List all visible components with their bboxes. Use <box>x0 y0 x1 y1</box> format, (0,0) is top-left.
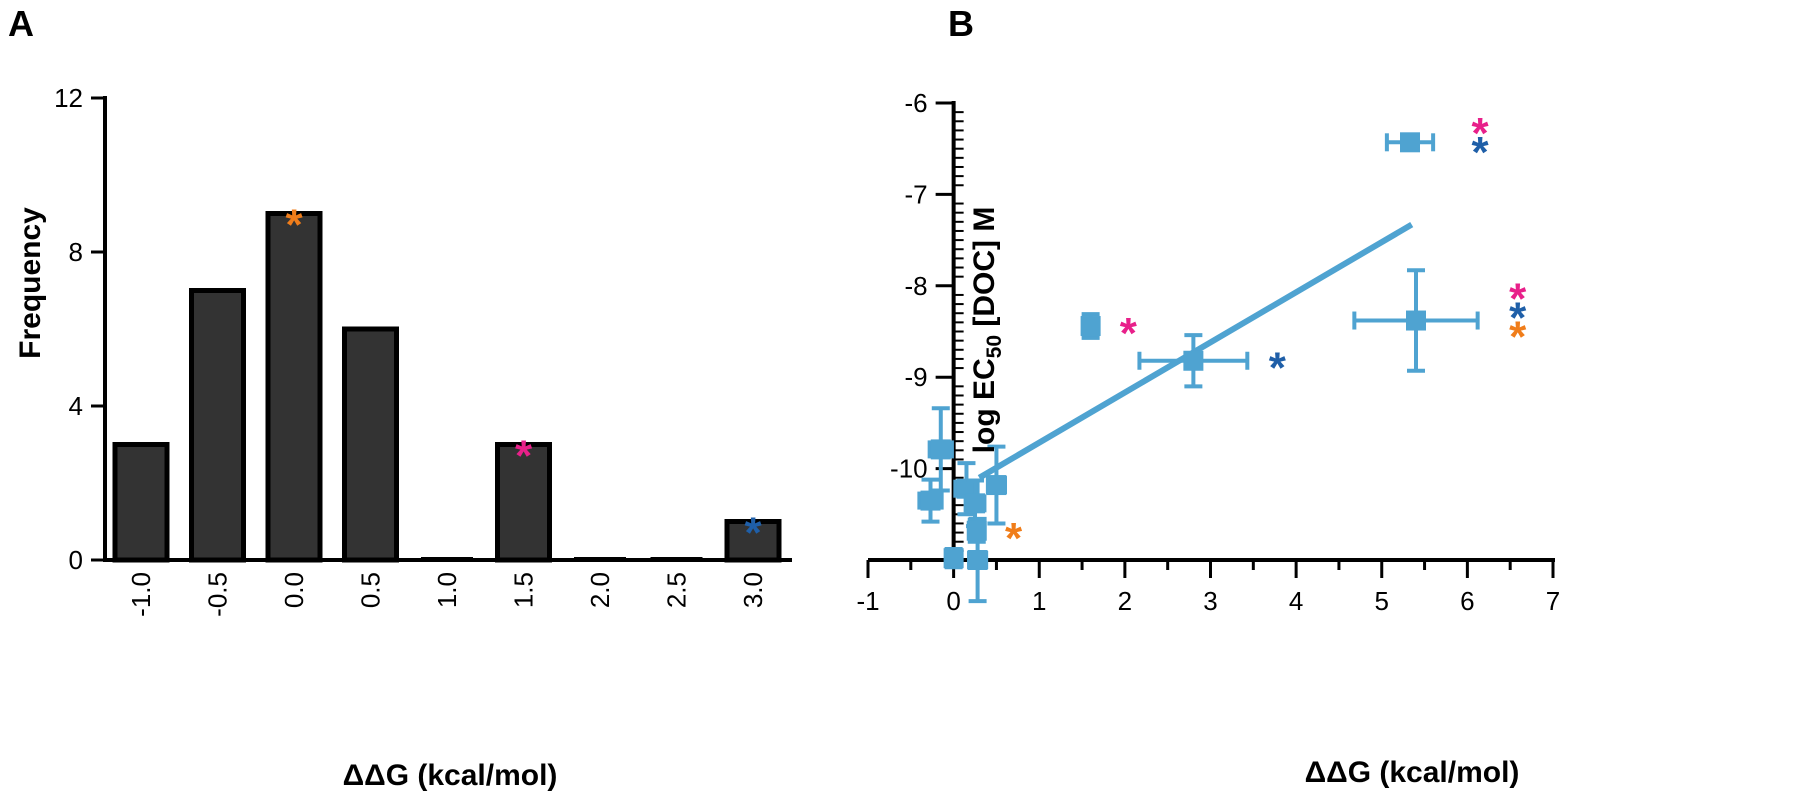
x-tick-label: -1.0 <box>126 572 156 617</box>
significance-star: * <box>744 509 762 558</box>
data-point-group: *** <box>1352 268 1527 373</box>
data-point-group: * <box>1080 309 1138 358</box>
data-point-marker <box>986 475 1007 496</box>
y-axis-title-rest: [DOC] M <box>968 207 1001 335</box>
data-point-group: ** <box>1384 109 1489 177</box>
x-tick-label: 0 <box>946 586 960 616</box>
y-tick-label: 8 <box>69 237 83 267</box>
x-tick-label: 0.0 <box>279 572 309 608</box>
y-tick-label: 0 <box>69 545 83 575</box>
data-point-marker <box>1406 310 1426 331</box>
bar <box>189 288 246 563</box>
data-point-marker <box>1183 350 1204 371</box>
data-point-marker <box>1400 132 1421 153</box>
x-tick-label: 2.5 <box>662 572 692 608</box>
y-axis-title-main: log EC <box>968 358 1001 453</box>
x-tick-label: 3 <box>1203 586 1217 616</box>
x-tick-labels: -1.0 -0.5 0.0 0.5 1.0 1.5 2.0 2.5 3.0 <box>126 572 768 617</box>
significance-star: * <box>1269 344 1287 393</box>
bar <box>112 442 170 563</box>
bar-group <box>112 211 782 563</box>
significance-stars: * * * <box>285 201 762 558</box>
significance-star: * <box>1509 275 1527 324</box>
y-tick-label: 4 <box>69 391 83 421</box>
panel-b-y-axis-title: log EC50 [DOC] M <box>968 207 1006 454</box>
y-tick-label: -9 <box>905 362 928 392</box>
y-tick-label: 12 <box>54 83 83 113</box>
x-tick-label: 1 <box>1032 586 1046 616</box>
panel-a-x-axis-title: ΔΔG (kcal/mol) <box>343 759 558 792</box>
y-tick-labels: -6 -7 -8 -9 -10 <box>890 88 928 484</box>
x-tick-label: 5 <box>1375 586 1389 616</box>
x-tick-label: 7 <box>1546 586 1560 616</box>
panel-b-x-axis-title: ΔΔG (kcal/mol) <box>1305 756 1520 789</box>
x-tick-label: 2 <box>1118 586 1132 616</box>
data-point-marker <box>943 548 964 569</box>
y-axis-title-subscript: 50 <box>983 335 1006 358</box>
significance-star: * <box>1471 109 1489 158</box>
y-tick-labels: 0 4 8 12 <box>54 83 83 575</box>
data-point-marker <box>930 439 951 460</box>
significance-star: * <box>1471 128 1489 177</box>
significance-star: * <box>1509 313 1527 362</box>
data-point-group <box>927 406 954 493</box>
x-tick-label: 4 <box>1289 586 1303 616</box>
significance-star: * <box>1120 309 1138 358</box>
x-tick-label: -1 <box>856 586 879 616</box>
x-tick-label: 0.5 <box>356 572 386 608</box>
x-tick-labels: -1 0 1 2 3 4 5 6 7 <box>856 586 1560 616</box>
y-tick-label: -7 <box>905 179 928 209</box>
panel-a-label: A <box>8 3 34 44</box>
x-tick-label: 1.5 <box>509 572 539 608</box>
y-tick-label: -10 <box>890 454 928 484</box>
panel-b-axes <box>866 101 1555 578</box>
panel-b: B -1 0 1 2 3 4 5 6 7 -6-7-8-9-10 ******** ΔΔG (k… <box>856 3 1560 789</box>
significance-star: * <box>515 432 533 481</box>
significance-star: * <box>1509 294 1527 343</box>
panel-b-label: B <box>948 3 974 44</box>
x-tick-label: -0.5 <box>203 572 233 617</box>
data-point-group <box>943 547 964 570</box>
y-tick-label: -6 <box>905 88 928 118</box>
data-point-group <box>967 516 989 604</box>
significance-star: * <box>285 201 303 250</box>
x-tick-label: 6 <box>1460 586 1474 616</box>
data-point-group <box>985 444 1007 526</box>
y-tick-label: -8 <box>905 271 928 301</box>
data-point-group <box>917 477 944 524</box>
x-tick-label: 3.0 <box>738 572 768 608</box>
significance-star: * <box>1005 514 1023 563</box>
bar <box>342 326 399 563</box>
panel-a-y-axis-title: Frequency <box>14 207 47 359</box>
bar <box>265 211 323 563</box>
data-point-marker <box>1080 316 1101 337</box>
data-point-group: * <box>1137 333 1287 393</box>
data-point-marker <box>965 493 986 514</box>
data-point-marker <box>967 550 988 570</box>
scatter-points: ******** <box>917 109 1527 604</box>
x-tick-label: 2.0 <box>585 572 615 608</box>
panel-a-axes <box>91 96 792 562</box>
data-point-marker <box>920 490 941 511</box>
bar <box>724 519 782 563</box>
x-tick-label: 1.0 <box>432 572 462 608</box>
